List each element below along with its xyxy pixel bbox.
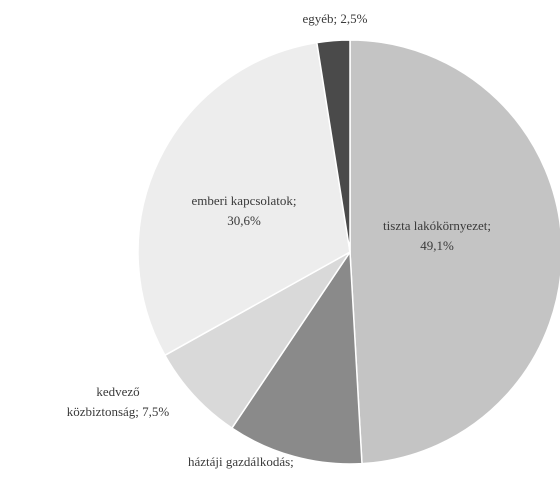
pie-slices (137, 39, 560, 465)
pie-slice-haztaji-gazdalkodas (230, 249, 363, 465)
slice-label-line: egyéb; 2,5% (303, 11, 368, 26)
slice-label-tiszta-lakokornyezet: tiszta lakókörnyezet; 49,1% (383, 218, 491, 253)
pie-labels: tiszta lakókörnyezet; 49,1% háztáji gazdál… (67, 11, 491, 469)
slice-label-egyeb: egyéb; 2,5% (303, 11, 368, 26)
slice-label-emberi-kapcsolatok: emberi kapcsolatok; 30,6% (191, 193, 296, 228)
slice-label-kedvezo-kozbiztonsag: kedvező közbiztonság; 7,5% (67, 384, 170, 419)
pie-slice-kedvezo-kozbiztonsag (163, 251, 351, 430)
pie-slice-tiszta-lakokornyezet (349, 39, 560, 465)
slice-label-line: emberi kapcsolatok; (191, 193, 296, 208)
slice-label-haztaji-gazdalkodas: háztáji gazdálkodás; (188, 454, 294, 469)
slice-label-line: háztáji gazdálkodás; (188, 454, 294, 469)
slice-label-line: tiszta lakókörnyezet; (383, 218, 491, 233)
pie-slice-egyeb (315, 39, 351, 253)
slice-label-line: 49,1% (420, 238, 454, 253)
slice-label-line: közbiztonság; 7,5% (67, 404, 170, 419)
slice-label-line: 30,6% (227, 213, 261, 228)
pie-slice-emberi-kapcsolatok (137, 41, 351, 357)
slice-label-line: kedvező (96, 384, 139, 399)
